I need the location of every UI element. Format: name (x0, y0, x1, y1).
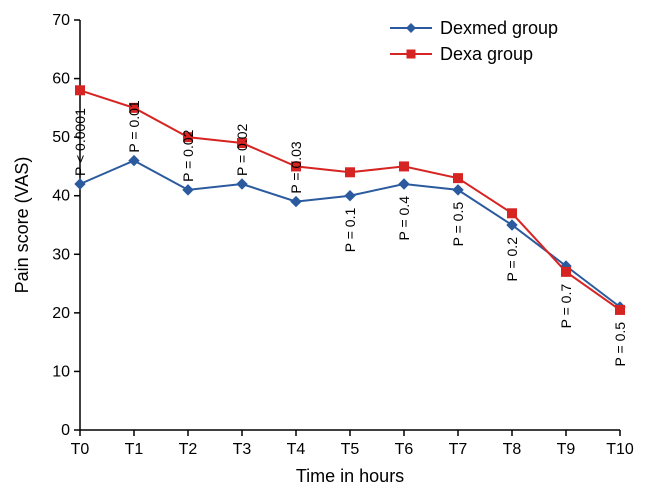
marker-square (400, 162, 409, 171)
p-value-label: P = 0.5 (612, 322, 628, 367)
y-tick-label: 20 (52, 305, 70, 322)
p-value-label: P = 0.02 (234, 123, 250, 176)
marker-square (508, 209, 517, 218)
x-tick-label: T3 (233, 441, 252, 458)
legend-label: Dexmed group (440, 18, 558, 38)
x-axis-title: Time in hours (296, 466, 404, 486)
marker-square (76, 86, 85, 95)
p-value-label: P = 0.1 (342, 208, 358, 253)
x-tick-label: T10 (606, 441, 634, 458)
chart-background (0, 0, 650, 503)
y-tick-label: 60 (52, 71, 70, 88)
legend-marker-square (407, 50, 416, 59)
marker-square (562, 267, 571, 276)
x-tick-label: T4 (287, 441, 306, 458)
y-axis-title: Pain score (VAS) (12, 157, 32, 294)
x-tick-label: T8 (503, 441, 522, 458)
chart-container: 0 10 20 30 40 50 60 70 T0 T1 T2 T3 T4 T5 T6 T7 T8 T9 T10 Ti… (0, 0, 650, 503)
x-tick-label: T1 (125, 441, 144, 458)
x-tick-label: T9 (557, 441, 576, 458)
y-tick-label: 40 (52, 188, 70, 205)
marker-square (346, 168, 355, 177)
y-tick-label: 30 (52, 246, 70, 263)
x-tick-label: T6 (395, 441, 414, 458)
pain-score-chart: 0 10 20 30 40 50 60 70 T0 T1 T2 T3 T4 T5 T6 T7 T8 T9 T10 Ti… (0, 0, 650, 503)
x-tick-label: T5 (341, 441, 360, 458)
y-tick-label: 0 (61, 422, 70, 439)
p-value-label: P = 0.03 (288, 141, 304, 194)
p-value-label: P = 0.4 (396, 196, 412, 241)
p-value-label: P = 0.02 (180, 129, 196, 182)
marker-square (616, 305, 625, 314)
p-value-label: P = 0.7 (558, 284, 574, 329)
y-tick-label: 70 (52, 12, 70, 29)
x-tick-label: T2 (179, 441, 198, 458)
marker-square (454, 174, 463, 183)
legend-label: Dexa group (440, 44, 533, 64)
p-value-label: P = 0.01 (126, 100, 142, 153)
x-tick-label: T0 (71, 441, 90, 458)
p-value-label: P < 0.0001 (72, 108, 88, 176)
y-tick-label: 50 (52, 129, 70, 146)
x-tick-label: T7 (449, 441, 468, 458)
y-tick-label: 10 (52, 363, 70, 380)
p-value-label: P = 0.5 (450, 202, 466, 247)
p-value-label: P = 0.2 (504, 237, 520, 282)
